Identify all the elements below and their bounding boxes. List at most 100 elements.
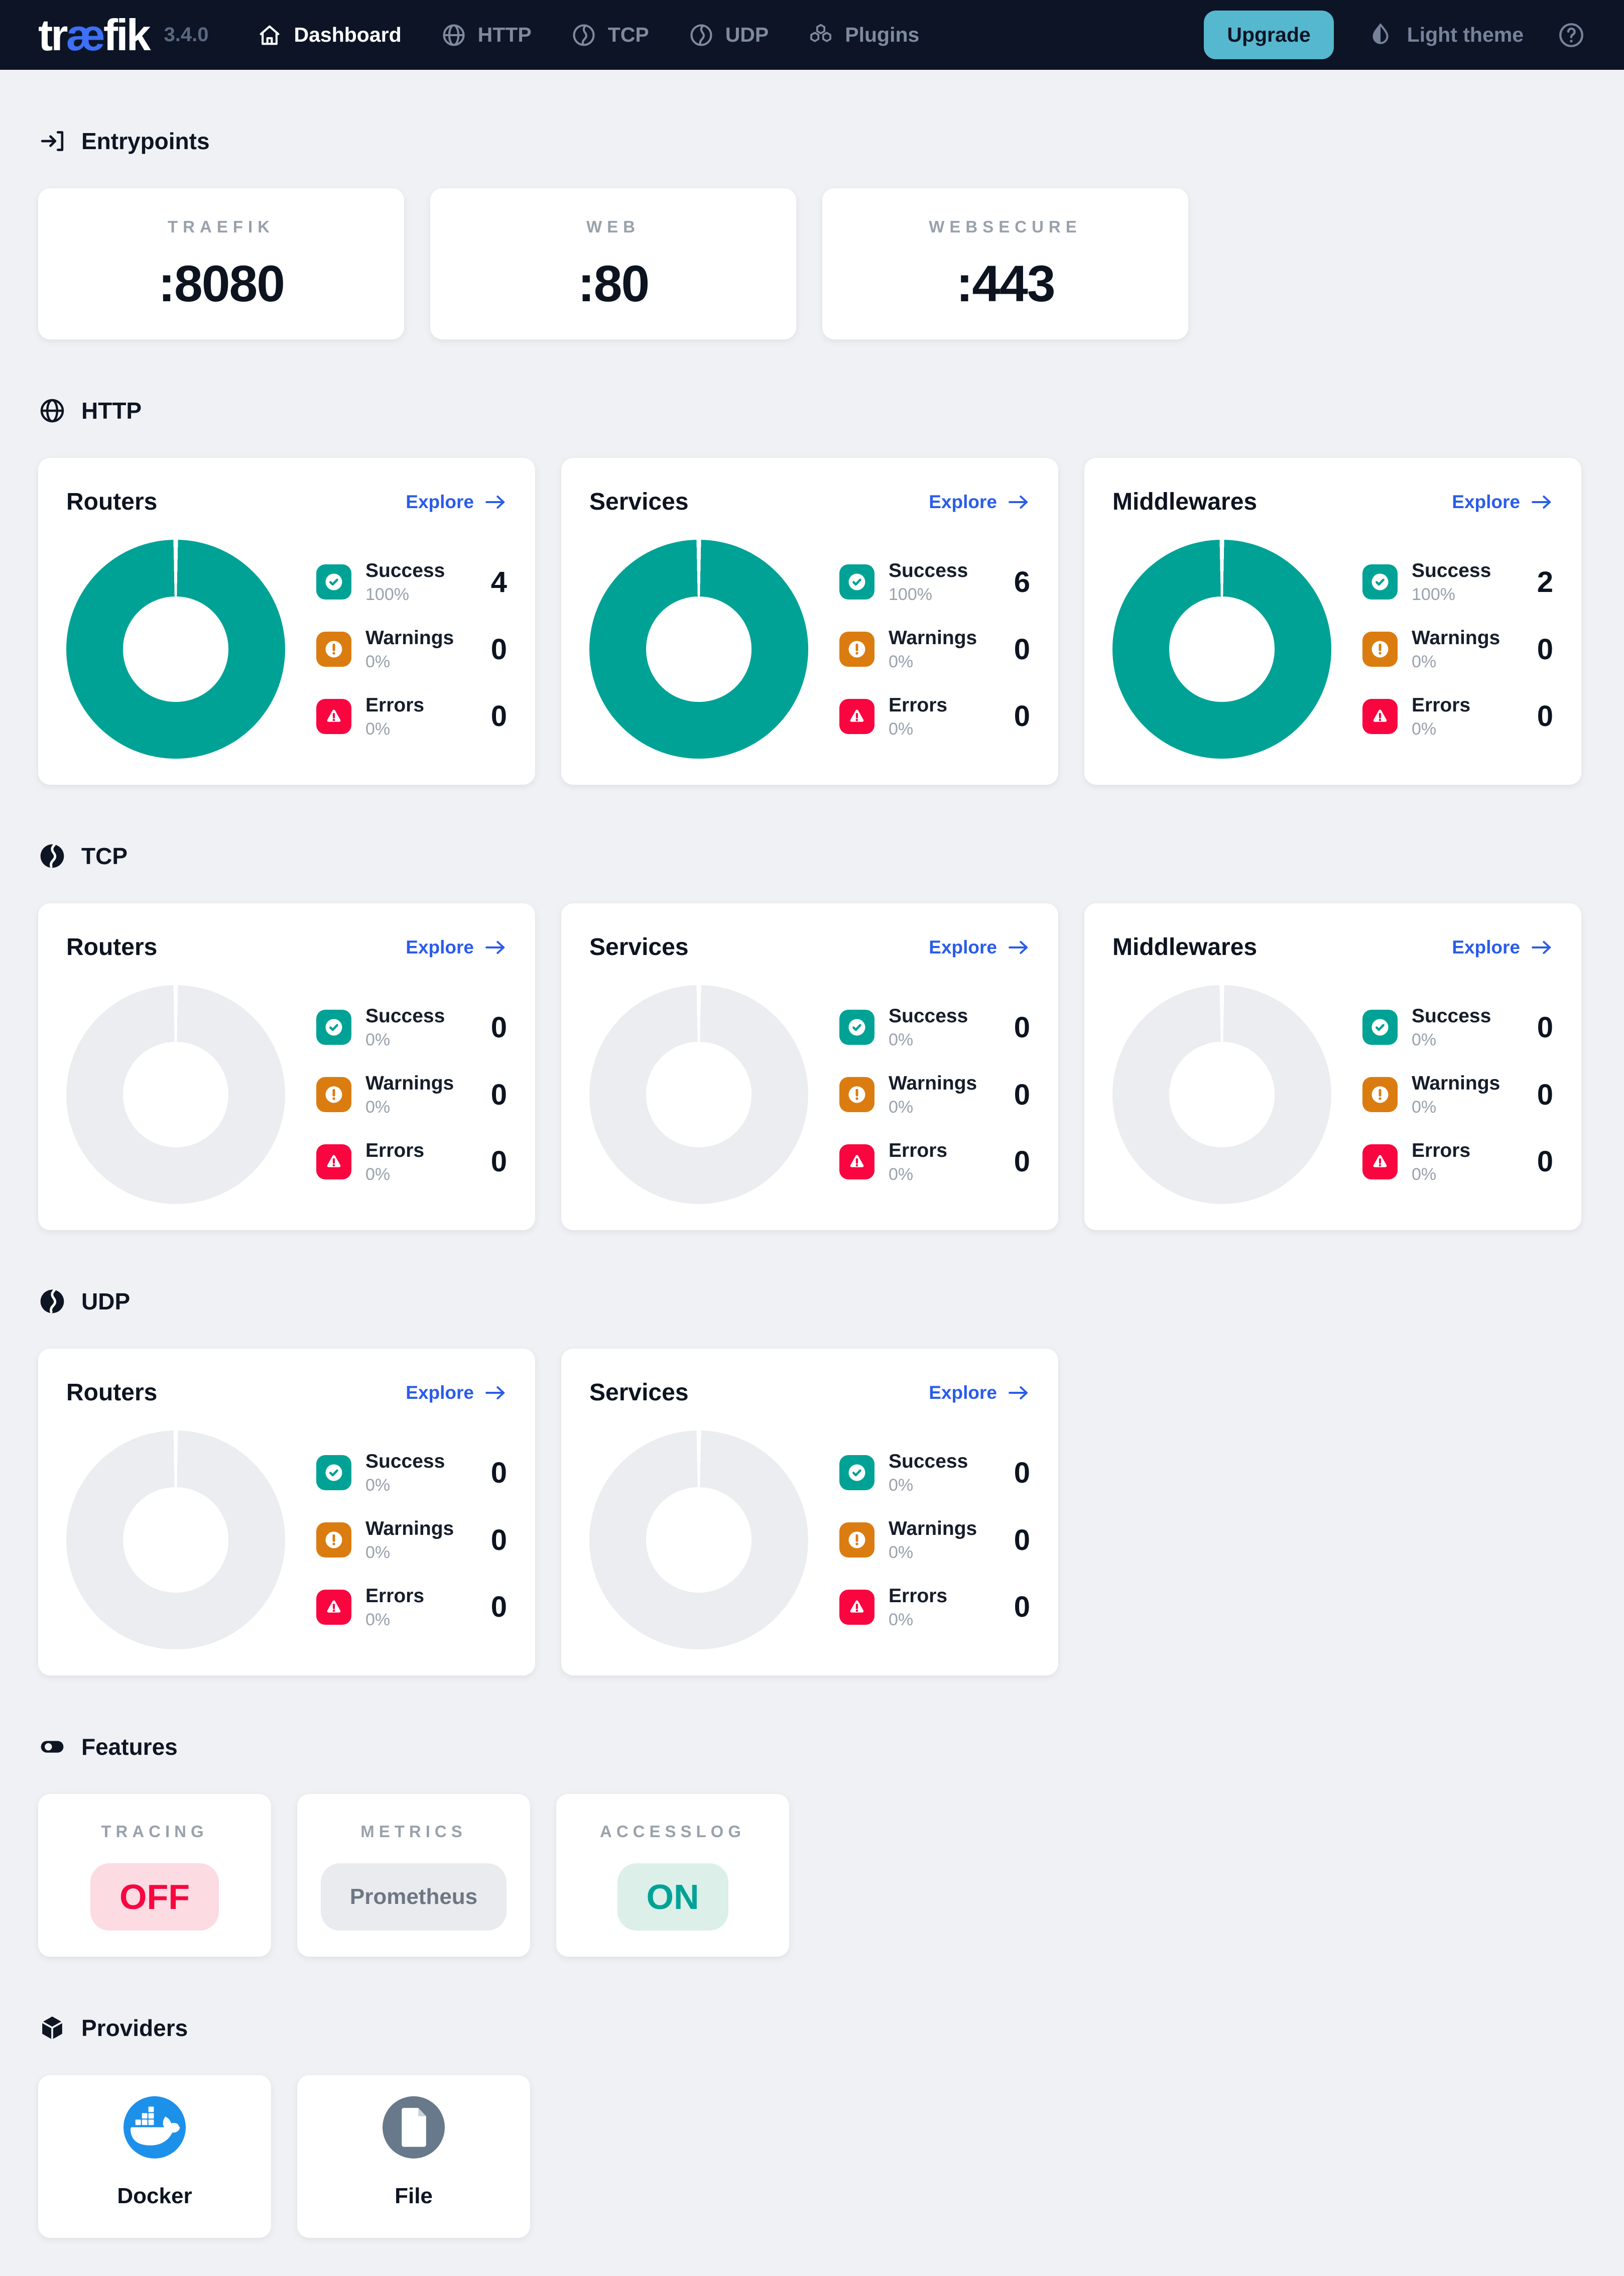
warning-icon — [839, 1522, 875, 1558]
explore-link[interactable]: Explore — [929, 1382, 1030, 1403]
errors-count: 0 — [490, 1145, 507, 1178]
explore-link[interactable]: Explore — [406, 492, 507, 513]
warning-icon — [1362, 1077, 1398, 1112]
features-row: TRACING OFF METRICS Prometheus ACCESSLOG… — [38, 1794, 1586, 1957]
entrypoint-card-traefik: TRAEFIK :8080 — [38, 188, 404, 339]
warning-icon — [316, 1522, 351, 1558]
stat-warnings: Warnings 0% 0 — [1362, 1072, 1553, 1117]
success-check-icon — [316, 1455, 351, 1491]
tcp-middlewares-card: Middlewares Explore Success 0% 0 Wa — [1084, 903, 1581, 1230]
explore-link[interactable]: Explore — [929, 937, 1030, 958]
help-button[interactable] — [1557, 21, 1586, 50]
entrypoints-section-heading: Entrypoints — [38, 127, 1586, 155]
feature-card-metrics: METRICS Prometheus — [297, 1794, 530, 1957]
explore-link[interactable]: Explore — [1452, 937, 1553, 958]
nav-item-http[interactable]: HTTP — [441, 22, 532, 48]
providers-row: Docker File — [38, 2075, 1586, 2238]
stat-success: Success 100% 6 — [839, 560, 1030, 604]
arrow-right-icon — [1007, 939, 1030, 956]
warning-icon — [839, 632, 875, 667]
donut-chart — [589, 1430, 808, 1649]
question-icon — [1557, 21, 1586, 50]
traefik-logo: træfik — [38, 10, 151, 60]
theme-toggle[interactable]: Light theme — [1367, 22, 1524, 49]
stat-warnings: Warnings 0% 0 — [316, 627, 507, 671]
stat-errors: Errors 0% 0 — [839, 1585, 1030, 1629]
arrow-right-icon — [484, 1384, 507, 1401]
warnings-count: 0 — [490, 633, 507, 666]
stat-success: Success 100% 2 — [1362, 560, 1553, 604]
udp-protocol-icon — [38, 1287, 66, 1315]
errors-count: 0 — [1537, 1145, 1553, 1178]
http-section-heading: HTTP — [38, 397, 1586, 425]
success-check-icon — [839, 1010, 875, 1045]
stat-errors: Errors 0% 0 — [316, 694, 507, 739]
errors-count: 0 — [1014, 1145, 1030, 1178]
globe-icon — [38, 397, 66, 425]
success-check-icon — [316, 564, 351, 600]
errors-count: 0 — [1014, 700, 1030, 733]
provider-name: File — [395, 2184, 433, 2208]
feature-name: ACCESSLOG — [599, 1822, 746, 1841]
provider-card-docker[interactable]: Docker — [38, 2075, 271, 2238]
stat-success: Success 0% 0 — [316, 1005, 507, 1049]
donut-chart — [1112, 540, 1331, 759]
explore-link[interactable]: Explore — [406, 1382, 507, 1403]
stat-errors: Errors 0% 0 — [316, 1585, 507, 1629]
nav-item-dashboard[interactable]: Dashboard — [257, 22, 402, 48]
error-triangle-icon — [316, 698, 351, 734]
arrow-right-icon — [1530, 939, 1553, 956]
provider-card-file[interactable]: File — [297, 2075, 530, 2238]
stat-success: Success 100% 4 — [316, 560, 507, 604]
card-title: Routers — [66, 489, 158, 515]
explore-link[interactable]: Explore — [406, 937, 507, 958]
donut-chart — [1112, 985, 1331, 1204]
success-count: 0 — [1014, 1456, 1030, 1489]
entrypoint-port: :443 — [956, 255, 1055, 312]
http-row: Routers Explore Success 100% 4 Warn — [38, 458, 1586, 785]
arrow-right-icon — [484, 939, 507, 956]
success-count: 0 — [490, 1456, 507, 1489]
cube-icon — [38, 2014, 66, 2042]
entrypoint-name: TRAEFIK — [168, 217, 275, 236]
card-title: Services — [589, 1379, 689, 1406]
error-triangle-icon — [1362, 1144, 1398, 1179]
success-check-icon — [1362, 1010, 1398, 1045]
udp-section-heading: UDP — [38, 1287, 1586, 1315]
upgrade-button[interactable]: Upgrade — [1204, 11, 1334, 59]
nav-item-plugins[interactable]: Plugins — [808, 22, 919, 48]
errors-count: 0 — [490, 1591, 507, 1624]
version-label: 3.4.0 — [164, 24, 209, 46]
entrypoint-name: WEB — [586, 217, 640, 236]
feature-name: TRACING — [101, 1822, 208, 1841]
warnings-count: 0 — [1014, 633, 1030, 666]
warning-icon — [1362, 632, 1398, 667]
home-icon — [257, 22, 283, 48]
tcp-row: Routers Explore Success 0% 0 Warnin — [38, 903, 1586, 1230]
success-count: 6 — [1014, 565, 1030, 598]
card-title: Services — [589, 934, 689, 961]
stat-errors: Errors 0% 0 — [839, 1140, 1030, 1184]
nav-item-udp[interactable]: UDP — [688, 22, 769, 48]
arrow-right-icon — [484, 494, 507, 511]
tcp-protocol-icon — [38, 842, 66, 870]
card-title: Middlewares — [1112, 489, 1258, 515]
features-section-heading: Features — [38, 1733, 1586, 1761]
error-triangle-icon — [839, 698, 875, 734]
warnings-count: 0 — [490, 1078, 507, 1111]
file-icon — [383, 2096, 445, 2159]
donut-chart — [66, 540, 285, 759]
errors-count: 0 — [1537, 700, 1553, 733]
udp-row: Routers Explore Success 0% 0 Warnin — [38, 1349, 1586, 1675]
explore-link[interactable]: Explore — [929, 492, 1030, 513]
stat-warnings: Warnings 0% 0 — [839, 1518, 1030, 1562]
plugins-icon — [808, 22, 834, 48]
toggle-icon — [38, 1733, 66, 1761]
warnings-count: 0 — [1014, 1078, 1030, 1111]
nav-item-tcp[interactable]: TCP — [571, 22, 649, 48]
errors-count: 0 — [1014, 1591, 1030, 1624]
explore-link[interactable]: Explore — [1452, 492, 1553, 513]
entrypoints-icon — [38, 127, 66, 155]
success-count: 0 — [1537, 1011, 1553, 1044]
tcp-section-heading: TCP — [38, 842, 1586, 870]
